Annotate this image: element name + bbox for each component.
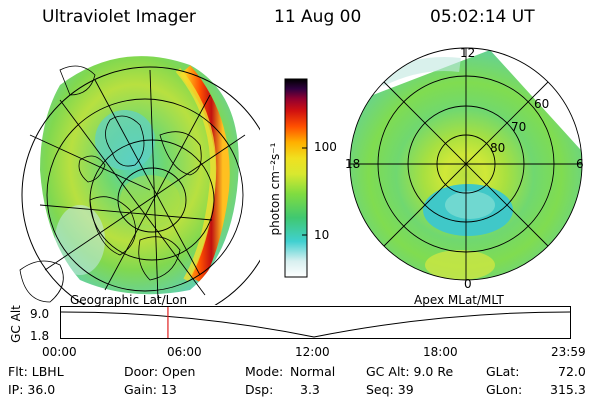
time-label: 05:02:14 UT — [430, 7, 535, 27]
date-label: 11 Aug 00 — [274, 7, 362, 27]
colorbar — [284, 78, 308, 278]
filter-info: Flt: LBHL — [8, 364, 64, 379]
seq-info: Seq: 39 — [366, 382, 414, 397]
timeline-ytick-bottom: 1.8 — [30, 329, 50, 343]
timeline-xtick-0: 00:00 — [42, 345, 77, 359]
mlt-label-6: 6 — [576, 157, 584, 171]
timeline-xtick-2: 12:00 — [295, 345, 330, 359]
timeline-xtick-4: 23:59 — [551, 345, 586, 359]
dsp-value: 3.3 — [300, 382, 320, 397]
geographic-map[interactable] — [0, 40, 260, 305]
timeline-xtick-3: 18:00 — [423, 345, 458, 359]
timeline-ytick-top: 9.0 — [30, 307, 50, 321]
glat-label: GLat: — [486, 364, 520, 379]
colorbar-tick-100: 100 — [314, 140, 337, 154]
mlt-label-12: 12 — [460, 46, 476, 60]
mlat-label-70: 70 — [511, 120, 527, 134]
door-info: Door: Open — [124, 364, 196, 379]
mlt-label-0: 0 — [464, 277, 472, 291]
instrument-title: Ultraviolet Imager — [42, 7, 196, 27]
timeline-xtick-1: 06:00 — [167, 345, 202, 359]
glat-value: 72.0 — [558, 364, 586, 379]
polar-map[interactable] — [340, 40, 592, 292]
timeline-axis-label: GC Alt — [9, 305, 23, 343]
mode-value: Normal — [290, 364, 336, 379]
colorbar-tick-10: 10 — [314, 228, 330, 242]
mlt-label-18: 18 — [345, 157, 361, 171]
timeline-plot[interactable] — [60, 306, 572, 340]
left-map-caption: Geographic Lat/Lon — [70, 293, 188, 307]
glon-value: 315.3 — [550, 382, 586, 397]
right-map-caption: Apex MLat/MLT — [414, 293, 504, 307]
gcalt-info: GC Alt: 9.0 Re — [366, 364, 454, 379]
ip-info: IP: 36.0 — [8, 382, 56, 397]
glon-label: GLon: — [486, 382, 523, 397]
colorbar-unit-label: photon cm⁻²s⁻¹ — [268, 142, 282, 236]
dsp-label: Dsp: — [245, 382, 274, 397]
gain-info: Gain: 13 — [124, 382, 177, 397]
mode-label: Mode: — [245, 364, 284, 379]
mlat-label-60: 60 — [534, 97, 550, 111]
mlat-label-80: 80 — [490, 141, 506, 155]
